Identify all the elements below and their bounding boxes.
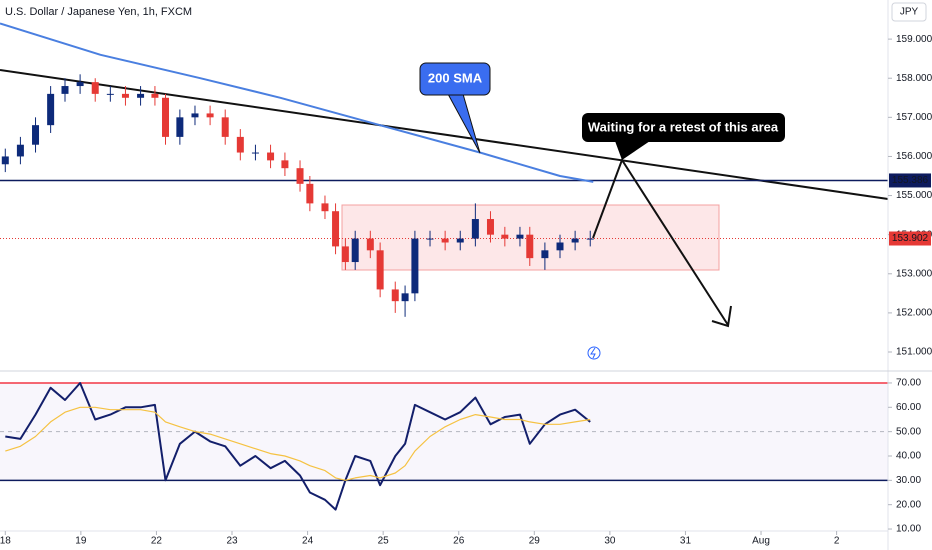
candle-body bbox=[321, 203, 329, 212]
candle-body bbox=[137, 93, 145, 98]
candle-body bbox=[486, 219, 494, 235]
series-line bbox=[0, 22, 594, 183]
candle-body bbox=[441, 238, 449, 243]
alert-icon[interactable] bbox=[587, 346, 601, 360]
x-tick-label: 2 bbox=[834, 536, 840, 547]
y-tick-label: 155.000 bbox=[896, 190, 932, 201]
candle-body bbox=[162, 97, 170, 137]
y-tick-label: 159.000 bbox=[896, 34, 932, 45]
y-tick-label: 20.00 bbox=[896, 499, 921, 510]
x-tick-label: 29 bbox=[529, 536, 541, 547]
trendline bbox=[0, 69, 889, 200]
candle-body bbox=[106, 93, 114, 95]
candle-body bbox=[586, 238, 594, 240]
x-tick-label: Aug bbox=[752, 536, 770, 547]
candle-body bbox=[206, 113, 214, 118]
x-tick-label: 26 bbox=[453, 536, 465, 547]
candle-body bbox=[401, 293, 409, 302]
y-tick-label: 157.000 bbox=[896, 112, 932, 123]
candle-body bbox=[61, 86, 69, 94]
candle-body bbox=[571, 238, 579, 243]
candle-body bbox=[411, 238, 419, 294]
candle-body bbox=[456, 238, 464, 243]
candle-body bbox=[541, 250, 549, 259]
alert-icon-bolt bbox=[590, 347, 596, 359]
price-label-box bbox=[889, 231, 931, 246]
candle-body bbox=[236, 136, 244, 153]
candle-body bbox=[426, 238, 434, 240]
plot-area bbox=[0, 22, 888, 511]
x-tick-label: 18 bbox=[0, 536, 11, 547]
candle-body bbox=[306, 183, 314, 204]
y-tick-label: 153.000 bbox=[896, 268, 932, 279]
y-tick-label: 70.00 bbox=[896, 378, 921, 389]
chart-title: U.S. Dollar / Japanese Yen, 1h, FXCM bbox=[5, 6, 192, 18]
callout-box bbox=[419, 62, 491, 96]
currency: JPY bbox=[900, 7, 919, 18]
candle-body bbox=[1, 156, 9, 165]
y-tick-label: 156.000 bbox=[896, 151, 932, 162]
y-tick-label: 152.000 bbox=[896, 308, 932, 319]
candle-body bbox=[341, 246, 349, 263]
y-tick-label: 50.00 bbox=[896, 426, 921, 437]
series-line bbox=[5, 406, 591, 481]
series-line bbox=[5, 382, 591, 511]
candle-body bbox=[251, 152, 259, 154]
y-tick-label: 30.00 bbox=[896, 475, 921, 486]
range-zone bbox=[341, 204, 720, 271]
callout-pointer bbox=[615, 141, 650, 160]
callout-box bbox=[582, 113, 785, 142]
candle-body bbox=[191, 113, 199, 118]
y-tick-label: 10.00 bbox=[896, 524, 921, 535]
candle-body bbox=[267, 152, 275, 161]
y-tick-label: 151.000 bbox=[896, 347, 932, 358]
candle-body bbox=[471, 219, 479, 239]
candle-body bbox=[221, 117, 229, 137]
candle-body bbox=[91, 82, 99, 94]
y-tick-label: 40.00 bbox=[896, 451, 921, 462]
candle-body bbox=[47, 93, 55, 126]
candle-body bbox=[296, 168, 304, 184]
candle-body bbox=[151, 93, 159, 98]
candle-body bbox=[366, 238, 374, 251]
candle-body bbox=[556, 242, 564, 251]
candle-body bbox=[501, 234, 509, 239]
candle-body bbox=[281, 160, 289, 169]
currency-box[interactable] bbox=[891, 2, 927, 22]
y-tick-label: 158.000 bbox=[896, 73, 932, 84]
x-tick-label: 23 bbox=[226, 536, 238, 547]
candle-body bbox=[76, 82, 84, 87]
x-tick-label: 30 bbox=[604, 536, 616, 547]
x-tick-label: 31 bbox=[680, 536, 692, 547]
x-tick-label: 19 bbox=[75, 536, 87, 547]
price-label: 155.386 bbox=[892, 175, 929, 186]
candle-body bbox=[176, 117, 184, 137]
candle-body bbox=[121, 93, 129, 98]
axes: 151.000152.000153.000154.000155.000156.0… bbox=[0, 34, 932, 547]
candle-body bbox=[391, 289, 399, 302]
retest-callout: Waiting for a retest of this area bbox=[588, 119, 779, 134]
y-tick-label: 60.00 bbox=[896, 402, 921, 413]
candle-body bbox=[351, 238, 359, 263]
x-tick-label: 22 bbox=[151, 536, 163, 547]
x-tick-label: 25 bbox=[378, 536, 390, 547]
candle-body bbox=[376, 250, 384, 290]
price-label: 153.902 bbox=[892, 233, 929, 244]
sma-callout: 200 SMA bbox=[428, 70, 483, 85]
arrow-head bbox=[711, 305, 732, 328]
candle-body bbox=[32, 125, 40, 145]
candle-body bbox=[516, 234, 524, 239]
x-tick-label: 24 bbox=[302, 536, 314, 547]
candle-body bbox=[16, 144, 24, 157]
candle-body bbox=[526, 234, 534, 259]
candle-body bbox=[332, 211, 340, 247]
price-label-box bbox=[889, 173, 931, 188]
